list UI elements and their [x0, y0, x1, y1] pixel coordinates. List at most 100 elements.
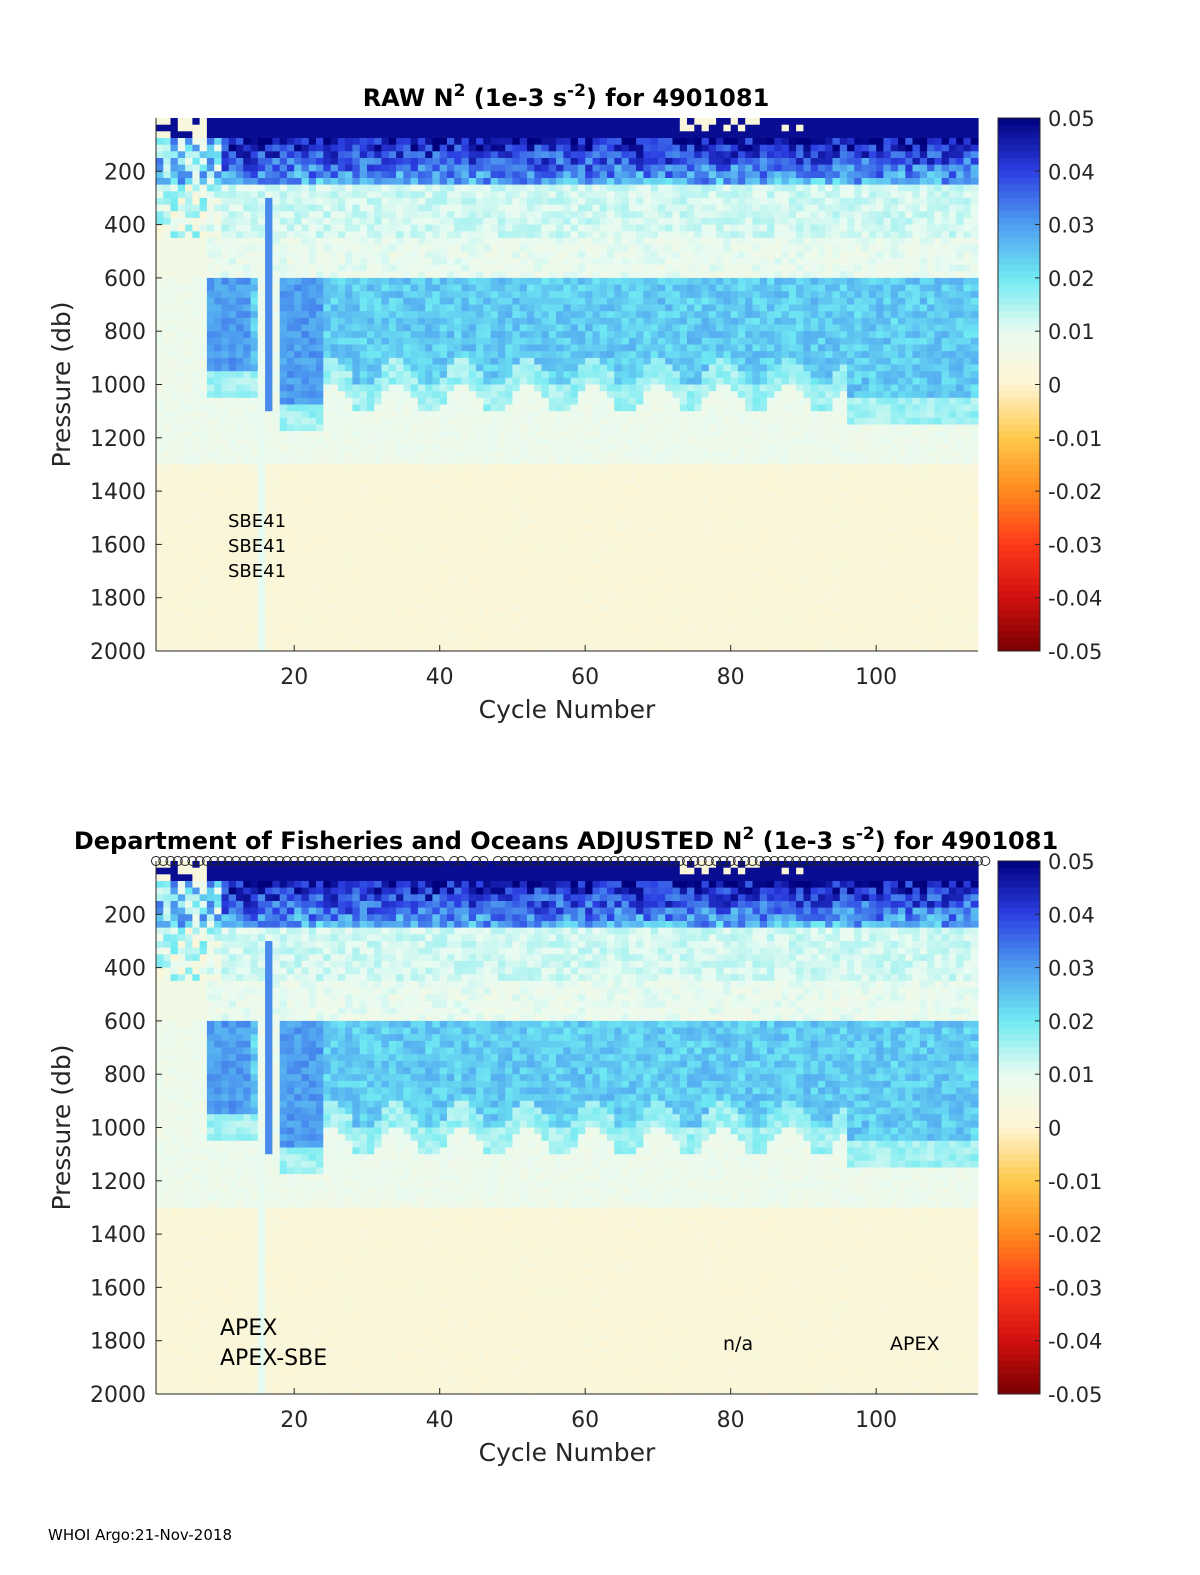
colorbar-tick-label: -0.05 [1048, 640, 1102, 664]
cycle-marker [922, 856, 933, 866]
cycle-marker [747, 856, 758, 866]
footer-credit: WHOI Argo:21-Nov-2018 [48, 1526, 232, 1544]
cycle-marker [398, 856, 409, 866]
x-axis-label: Cycle Number [479, 695, 656, 724]
colorbar-tick-label: 0.05 [1048, 107, 1095, 131]
colorbar-tick-label: 0.01 [1048, 320, 1095, 344]
cycle-marker [558, 856, 569, 866]
cycle-marker [813, 856, 823, 866]
cycle-marker [311, 856, 321, 866]
cycle-marker [594, 856, 605, 866]
cycle-marker [223, 856, 234, 866]
cycle-marker [893, 856, 903, 866]
sensor-annotation: SBE41 [228, 561, 286, 582]
cycle-marker [652, 856, 663, 866]
cycle-marker [609, 856, 620, 866]
cycle-marker [783, 856, 794, 866]
cycle-marker [296, 856, 307, 866]
cycle-marker [180, 856, 191, 866]
cycle-marker [725, 856, 736, 866]
y-tick-label: 2000 [90, 1383, 146, 1408]
x-tick-label: 60 [571, 1408, 599, 1433]
cycle-marker [616, 856, 627, 866]
cycle-marker [500, 856, 511, 866]
x-tick-label: 20 [280, 665, 308, 690]
cycle-marker [362, 856, 372, 866]
x-tick-label: 100 [855, 1408, 897, 1433]
cycle-marker [572, 856, 583, 866]
cycle-marker [231, 856, 241, 866]
cycle-marker [762, 856, 772, 866]
cycle-marker [151, 856, 161, 866]
cycle-marker [936, 856, 947, 866]
colorbar-tick-label: 0.04 [1048, 903, 1095, 927]
platform-annotation: APEX-SBE [220, 1346, 327, 1371]
y-tick-label: 800 [104, 1063, 146, 1088]
cycle-marker [769, 856, 780, 866]
cycle-marker [274, 856, 285, 866]
x-tick-label: 20 [280, 1408, 308, 1433]
cycle-marker [740, 856, 751, 866]
colorbar-tick-label: 0.03 [1048, 957, 1095, 981]
cycle-marker [332, 856, 343, 866]
cycle-marker [347, 856, 358, 866]
y-tick-label: 1000 [90, 374, 146, 399]
cycle-marker [172, 856, 183, 866]
cycle-marker [827, 856, 838, 866]
cycle-marker [478, 856, 489, 866]
cycle-marker [158, 856, 169, 866]
y-tick-label: 1400 [90, 480, 146, 505]
cycle-marker [391, 856, 402, 866]
cycle-marker [522, 856, 532, 866]
colorbar-tick-label: -0.03 [1048, 533, 1102, 557]
cycle-marker [798, 856, 809, 866]
x-tick-label: 80 [717, 665, 745, 690]
y-tick-label: 1800 [90, 587, 146, 612]
cycle-marker [951, 856, 962, 866]
cycle-marker [842, 856, 853, 866]
colorbar-tick-label: -0.04 [1048, 587, 1102, 611]
cycle-marker [682, 856, 692, 866]
cycle-marker [631, 856, 642, 866]
cycle-marker [958, 856, 969, 866]
x-tick-label: 40 [426, 665, 454, 690]
x-tick-label: 100 [855, 665, 897, 690]
cycle-marker [878, 856, 889, 866]
cycle-marker [965, 856, 976, 866]
y-tick-label: 600 [104, 1010, 146, 1035]
cycle-marker [165, 856, 176, 866]
cycle-marker [376, 856, 387, 866]
y-tick-label: 1800 [90, 1330, 146, 1355]
cycle-marker [805, 856, 816, 866]
cycle-marker [449, 856, 460, 866]
cycle-marker [943, 856, 954, 866]
cycle-marker [674, 856, 685, 866]
colorbar-tick-label: -0.01 [1048, 1170, 1102, 1194]
cycle-marker [696, 856, 707, 866]
colorbar-tick-label: -0.01 [1048, 427, 1102, 451]
cycle-marker [900, 856, 911, 866]
platform-annotation: APEX [220, 1316, 277, 1341]
y-tick-label: 1200 [90, 1170, 146, 1195]
cycle-marker [529, 856, 540, 866]
cycle-marker [660, 856, 671, 866]
y-tick-label: 1000 [90, 1117, 146, 1142]
sensor-annotation: SBE41 [228, 536, 286, 557]
cycle-marker [383, 856, 394, 866]
cycle-marker [645, 856, 656, 866]
y-axis-label: Pressure (db) [47, 302, 76, 468]
cycle-marker [638, 856, 649, 866]
cycle-marker [536, 856, 547, 866]
y-tick-label: 1600 [90, 1276, 146, 1301]
cycle-marker [834, 856, 845, 866]
y-tick-label: 1400 [90, 1223, 146, 1248]
y-tick-label: 800 [104, 320, 146, 345]
y-tick-label: 1200 [90, 427, 146, 452]
sensor-annotation: SBE41 [228, 511, 286, 532]
colorbar-tick-label: 0 [1048, 374, 1061, 398]
cycle-marker [405, 856, 416, 866]
cycle-marker [187, 856, 198, 866]
cycle-marker [551, 856, 562, 866]
colorbar-tick-label: -0.02 [1048, 480, 1102, 504]
